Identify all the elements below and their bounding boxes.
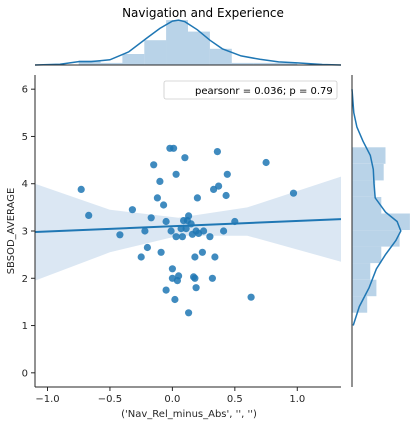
y-axis-label: SBSOD_AVERAGE	[6, 188, 17, 275]
scatter-point	[191, 274, 199, 282]
scatter-point	[85, 211, 93, 219]
scatter-point	[231, 217, 239, 226]
marginal-x-bar	[100, 62, 123, 65]
y-axis-ticks: 0 1 2 3 4 5 6	[22, 85, 35, 379]
marginal-y-bar	[352, 163, 384, 181]
marginal-x-bar	[209, 48, 232, 65]
scatter-point	[182, 225, 190, 233]
y-tick-label: 3	[22, 227, 28, 238]
scatter-point	[137, 253, 145, 261]
scatter-point	[211, 253, 219, 261]
marginal-y-bar	[352, 246, 382, 264]
scatter-point	[220, 227, 228, 235]
scatter-point	[222, 191, 230, 200]
marginal-x-bar	[166, 20, 188, 66]
x-tick-label: 0.5	[227, 394, 243, 405]
scatter-point	[171, 295, 179, 304]
scatter-point	[116, 231, 124, 239]
y-tick-label: 4	[22, 179, 28, 190]
legend: pearsonr = 0.036; p = 0.79	[163, 80, 338, 100]
x-axis-label: ('Nav_Rel_minus_Abs', '', '')	[121, 409, 257, 420]
y-tick-label: 5	[22, 132, 28, 143]
scatter-point	[206, 233, 214, 241]
scatter-point	[157, 248, 165, 256]
scatter-point	[167, 227, 175, 235]
scatter-point	[128, 206, 136, 214]
marginal-y-bar	[352, 279, 377, 297]
scatter-point	[213, 148, 221, 156]
scatter-point	[289, 189, 298, 197]
x-tick-label: −0.5	[98, 394, 122, 405]
scatter-point	[223, 170, 231, 178]
scatter-point	[153, 194, 161, 202]
scatter-point	[143, 243, 151, 252]
scatter-point	[187, 220, 195, 228]
x-tick-label: 0.0	[164, 394, 180, 405]
scatter-point	[177, 225, 185, 233]
marginal-y-bar	[352, 180, 376, 197]
marginal-x-bar	[144, 40, 167, 65]
scatter-point	[77, 185, 85, 193]
marginal-x-bar	[122, 54, 145, 65]
scatter-point	[150, 161, 158, 169]
scatter-point	[198, 248, 206, 256]
x-axis-ticks: −1.0 −0.5 0.0 0.5 1.0	[35, 387, 305, 405]
legend-text: pearsonr = 0.036; p = 0.79	[195, 86, 333, 97]
x-tick-label: −1.0	[35, 394, 59, 405]
scatter-point	[200, 227, 208, 235]
marginal-y-bar	[352, 213, 410, 230]
main-scatter-plot: −1.0 −0.5 0.0 0.5 1.0 0 1 2 3 4 5 6	[22, 75, 342, 405]
marginal-y-distribution	[351, 75, 410, 387]
marginal-x-bar	[231, 62, 254, 65]
scatter-point	[247, 293, 255, 301]
scatter-point	[185, 212, 193, 220]
scatter-point	[162, 286, 170, 294]
scatter-point	[193, 194, 201, 202]
scatter-points	[77, 144, 298, 317]
x-tick-label: 1.0	[289, 394, 305, 405]
marginal-y-bar	[352, 147, 386, 164]
marginal-y-bar	[352, 230, 400, 247]
y-tick-label: 0	[22, 368, 28, 379]
scatter-point	[172, 170, 180, 178]
chart-title: Navigation and Experience	[122, 6, 284, 20]
y-tick-label: 2	[22, 274, 28, 285]
scatter-point	[181, 154, 189, 162]
scatter-point	[147, 214, 155, 222]
scatter-point	[172, 233, 180, 241]
scatter-point	[192, 284, 200, 292]
y-tick-label: 1	[22, 321, 28, 332]
marginal-x-kde	[34, 19, 342, 66]
marginal-x-distribution	[34, 19, 342, 66]
scatter-point	[168, 265, 176, 273]
scatter-point	[185, 309, 193, 317]
scatter-point	[262, 158, 270, 167]
scatter-point	[178, 233, 186, 241]
marginal-y-bar	[352, 197, 382, 214]
marginal-x-bar	[253, 62, 276, 65]
legend-box	[163, 80, 338, 100]
scatter-point	[215, 182, 223, 190]
scatter-point	[208, 274, 216, 282]
marginal-y-kde	[351, 89, 402, 326]
marginal-x-bar	[78, 60, 101, 65]
scatter-point	[191, 253, 199, 261]
marginal-x-bar	[188, 31, 210, 66]
scatter-point	[162, 217, 170, 226]
marginal-y-bar	[352, 263, 371, 280]
scatter-point	[175, 272, 183, 280]
scatter-point	[160, 201, 168, 209]
scatter-point	[170, 144, 178, 152]
marginal-x-bar	[275, 62, 298, 65]
scatter-point	[141, 227, 149, 235]
scatter-point	[156, 177, 164, 185]
y-tick-label: 6	[22, 85, 28, 96]
